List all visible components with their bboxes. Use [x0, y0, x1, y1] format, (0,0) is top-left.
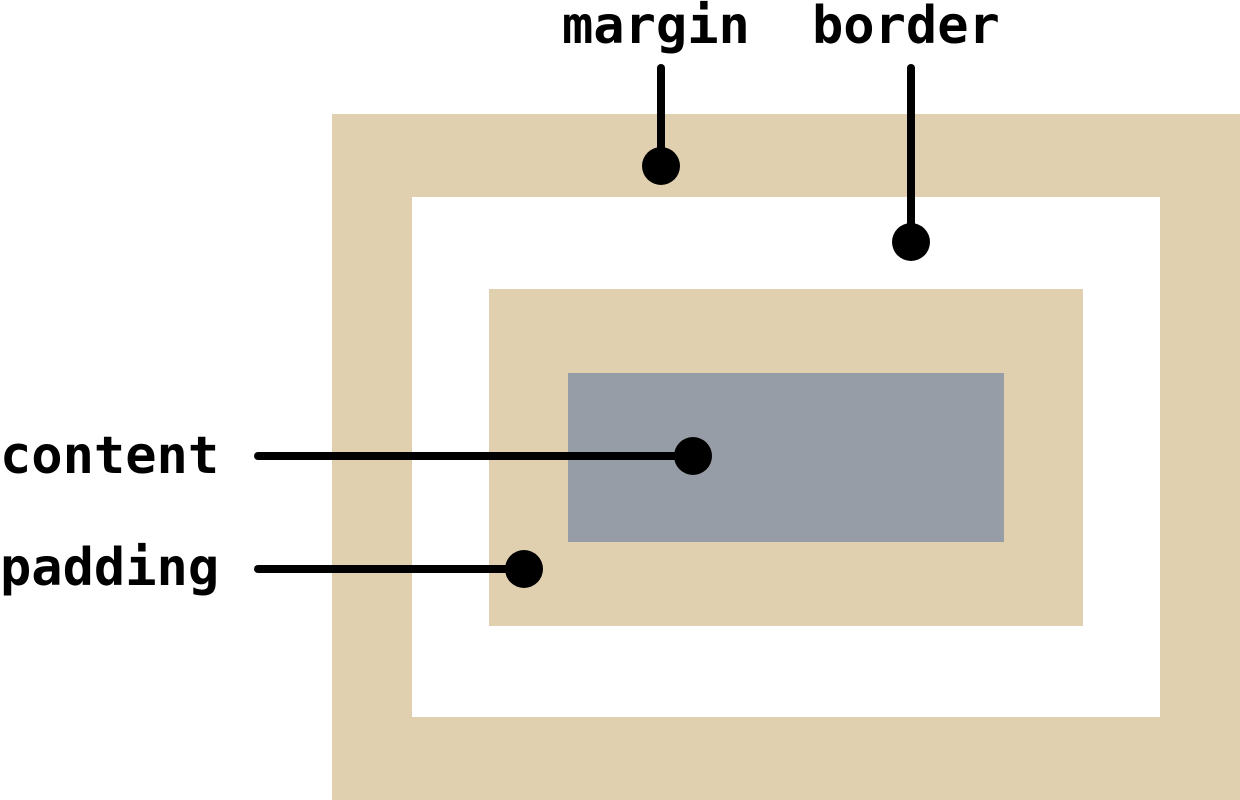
content-label: content	[0, 426, 220, 486]
border-leader-dot	[892, 223, 930, 261]
padding-leader	[254, 550, 543, 588]
border-label: border	[812, 0, 1000, 56]
padding-leader-dot	[505, 550, 543, 588]
margin-leader	[642, 64, 680, 185]
margin-leader-dot	[642, 147, 680, 185]
padding-label: padding	[0, 538, 220, 598]
margin-label: margin	[562, 0, 750, 56]
content-leader	[254, 437, 712, 475]
content-leader-dot	[674, 437, 712, 475]
border-leader	[892, 64, 930, 261]
